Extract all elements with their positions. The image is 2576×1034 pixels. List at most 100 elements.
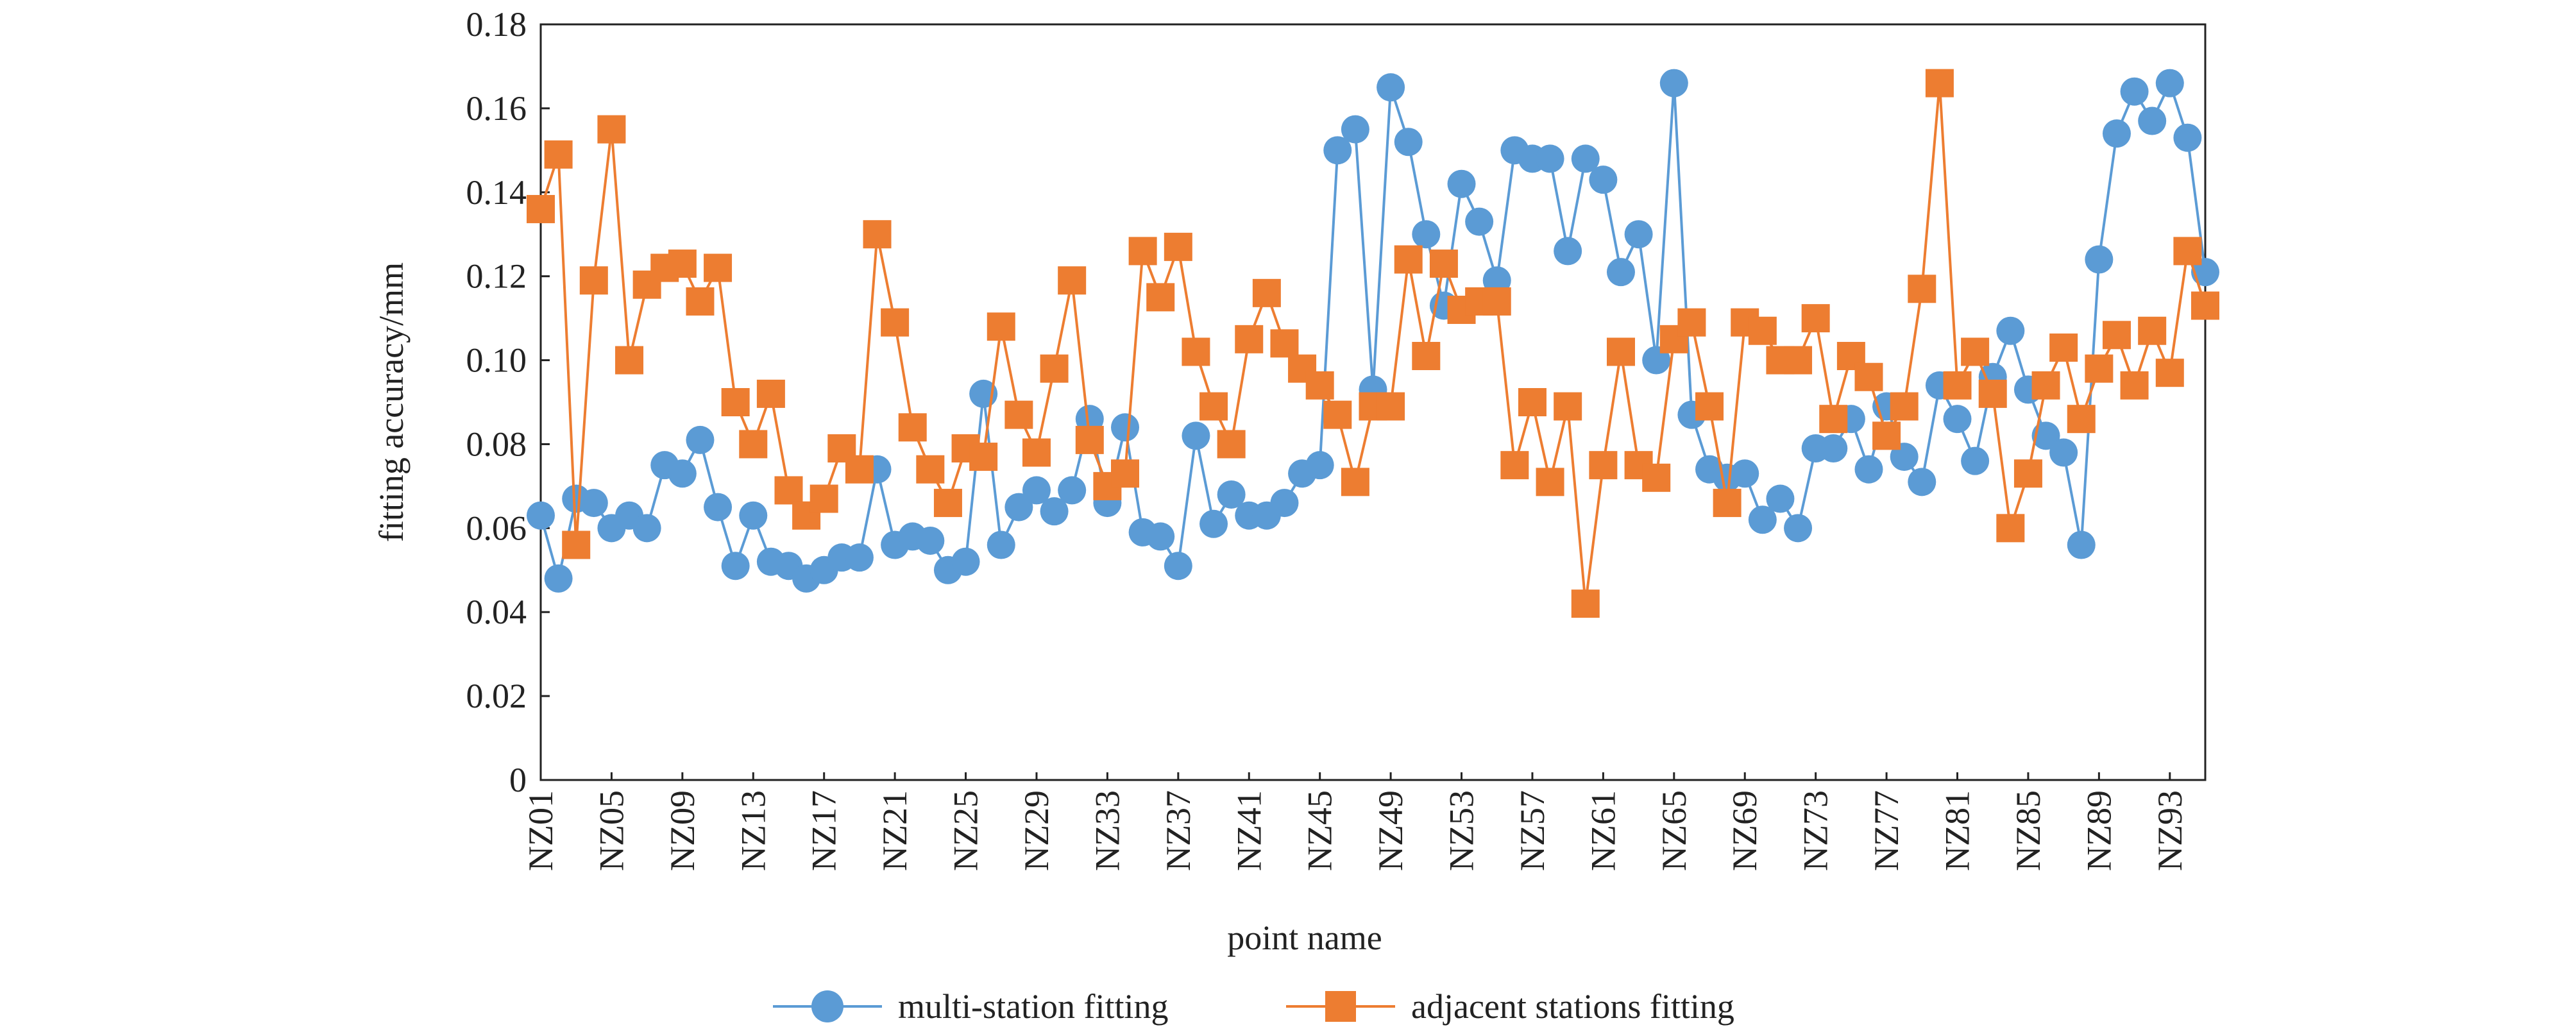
data-point-adjacent-stations-fitting — [1518, 388, 1546, 416]
x-tick-label: NZ33 — [1088, 790, 1126, 871]
data-point-adjacent-stations-fitting — [1784, 346, 1813, 375]
plot-frame — [539, 23, 2207, 781]
data-point-adjacent-stations-fitting — [1323, 400, 1352, 429]
data-point-multi-station-fitting — [951, 547, 980, 576]
data-point-adjacent-stations-fitting — [1164, 232, 1192, 261]
data-point-adjacent-stations-fitting — [1801, 304, 1830, 333]
data-point-multi-station-fitting — [1040, 497, 1069, 526]
data-point-multi-station-fitting — [1748, 505, 1777, 534]
data-point-multi-station-fitting — [632, 514, 661, 543]
data-point-adjacent-stations-fitting — [1305, 371, 1334, 400]
data-point-multi-station-fitting — [2102, 119, 2131, 148]
data-point-multi-station-fitting — [1447, 169, 1476, 198]
data-point-multi-station-fitting — [2049, 438, 2078, 467]
y-tick-label: 0.14 — [466, 173, 527, 212]
data-point-multi-station-fitting — [845, 543, 874, 572]
y-axis-label: fitting accuracy/mm — [372, 262, 411, 542]
data-point-adjacent-stations-fitting — [1482, 287, 1511, 316]
x-tick-label: NZ05 — [592, 790, 631, 871]
x-tick-label: NZ13 — [734, 790, 772, 871]
data-point-multi-station-fitting — [2173, 123, 2202, 152]
data-point-adjacent-stations-fitting — [1182, 337, 1210, 366]
data-point-multi-station-fitting — [1412, 220, 1441, 249]
legend-marker-square — [1325, 991, 1356, 1022]
data-point-adjacent-stations-fitting — [544, 140, 573, 169]
data-point-multi-station-fitting — [1199, 509, 1228, 538]
data-point-adjacent-stations-fitting — [1394, 245, 1423, 274]
data-point-adjacent-stations-fitting — [686, 287, 715, 316]
data-point-multi-station-fitting — [2031, 421, 2060, 450]
data-point-adjacent-stations-fitting — [1978, 379, 2007, 408]
y-tick-label: 0.12 — [466, 257, 527, 296]
data-point-adjacent-stations-fitting — [579, 266, 608, 295]
data-point-adjacent-stations-fitting — [739, 430, 768, 459]
data-point-multi-station-fitting — [1571, 144, 1600, 173]
data-point-adjacent-stations-fitting — [668, 250, 697, 278]
data-point-adjacent-stations-fitting — [1252, 278, 1281, 307]
data-point-adjacent-stations-fitting — [615, 346, 644, 375]
x-tick-label: NZ57 — [1513, 790, 1552, 871]
y-tick-label: 0.18 — [466, 5, 527, 44]
data-point-adjacent-stations-fitting — [809, 484, 838, 513]
data-point-multi-station-fitting — [1004, 493, 1033, 521]
data-point-multi-station-fitting — [1146, 522, 1175, 551]
x-tick-label: NZ45 — [1301, 790, 1339, 871]
legend: multi-station fitting adjacent stations … — [773, 987, 1734, 1026]
x-tick-label: NZ73 — [1797, 790, 1835, 871]
data-point-adjacent-stations-fitting — [1677, 308, 1706, 337]
data-point-multi-station-fitting — [987, 530, 1015, 559]
data-point-adjacent-stations-fitting — [1748, 316, 1777, 345]
data-point-adjacent-stations-fitting — [1890, 392, 1919, 421]
data-point-adjacent-stations-fitting — [1377, 392, 1405, 421]
data-point-adjacent-stations-fitting — [1075, 425, 1104, 454]
series-adjacent-stations-fitting — [527, 69, 2219, 618]
data-point-multi-station-fitting — [1624, 220, 1653, 249]
data-point-adjacent-stations-fitting — [1925, 69, 1954, 97]
data-point-adjacent-stations-fitting — [1341, 468, 1369, 496]
data-point-multi-station-fitting — [1341, 115, 1369, 144]
x-tick-label: NZ53 — [1443, 790, 1481, 871]
data-point-multi-station-fitting — [579, 489, 608, 518]
data-point-multi-station-fitting — [1217, 480, 1246, 509]
x-tick-label: NZ21 — [876, 790, 914, 871]
data-point-multi-station-fitting — [2067, 530, 2096, 559]
data-point-adjacent-stations-fitting — [881, 308, 910, 337]
x-tick-label: NZ77 — [1867, 790, 1906, 871]
data-point-adjacent-stations-fitting — [1500, 451, 1529, 480]
data-point-adjacent-stations-fitting — [721, 388, 750, 416]
data-point-adjacent-stations-fitting — [1412, 342, 1441, 371]
y-tick-label: 0.06 — [466, 509, 527, 547]
legend-label-multi-station: multi-station fitting — [898, 987, 1168, 1026]
data-point-multi-station-fitting — [668, 459, 697, 488]
data-point-adjacent-stations-fitting — [933, 489, 962, 518]
data-point-adjacent-stations-fitting — [1429, 250, 1458, 278]
data-point-adjacent-stations-fitting — [704, 253, 733, 282]
data-point-multi-station-fitting — [1022, 476, 1051, 505]
data-point-adjacent-stations-fitting — [1128, 237, 1157, 266]
data-point-adjacent-stations-fitting — [1217, 430, 1246, 459]
data-point-multi-station-fitting — [1589, 165, 1618, 194]
data-point-adjacent-stations-fitting — [1571, 589, 1600, 618]
series-layer — [527, 69, 2219, 618]
data-point-adjacent-stations-fitting — [1040, 354, 1069, 383]
data-point-adjacent-stations-fitting — [2191, 291, 2219, 320]
data-point-multi-station-fitting — [1182, 421, 1210, 450]
x-tick-label: NZ89 — [2080, 790, 2118, 871]
data-point-adjacent-stations-fitting — [1589, 451, 1618, 480]
data-point-multi-station-fitting — [1943, 405, 1972, 434]
data-point-adjacent-stations-fitting — [2067, 405, 2096, 434]
x-axis-label: point name — [1227, 919, 1382, 957]
data-point-multi-station-fitting — [1111, 413, 1140, 442]
data-point-adjacent-stations-fitting — [1908, 275, 1936, 303]
data-point-multi-station-fitting — [544, 564, 573, 593]
data-point-adjacent-stations-fitting — [2085, 354, 2114, 383]
data-point-adjacent-stations-fitting — [1111, 459, 1140, 488]
legend-item-adjacent-stations: adjacent stations fitting — [1286, 987, 1734, 1026]
data-point-adjacent-stations-fitting — [774, 476, 803, 505]
data-point-adjacent-stations-fitting — [1146, 283, 1175, 312]
x-tick-label: NZ49 — [1371, 790, 1410, 871]
data-point-multi-station-fitting — [1784, 514, 1813, 543]
data-point-adjacent-stations-fitting — [2031, 371, 2060, 400]
x-tick-label: NZ85 — [2009, 790, 2047, 871]
